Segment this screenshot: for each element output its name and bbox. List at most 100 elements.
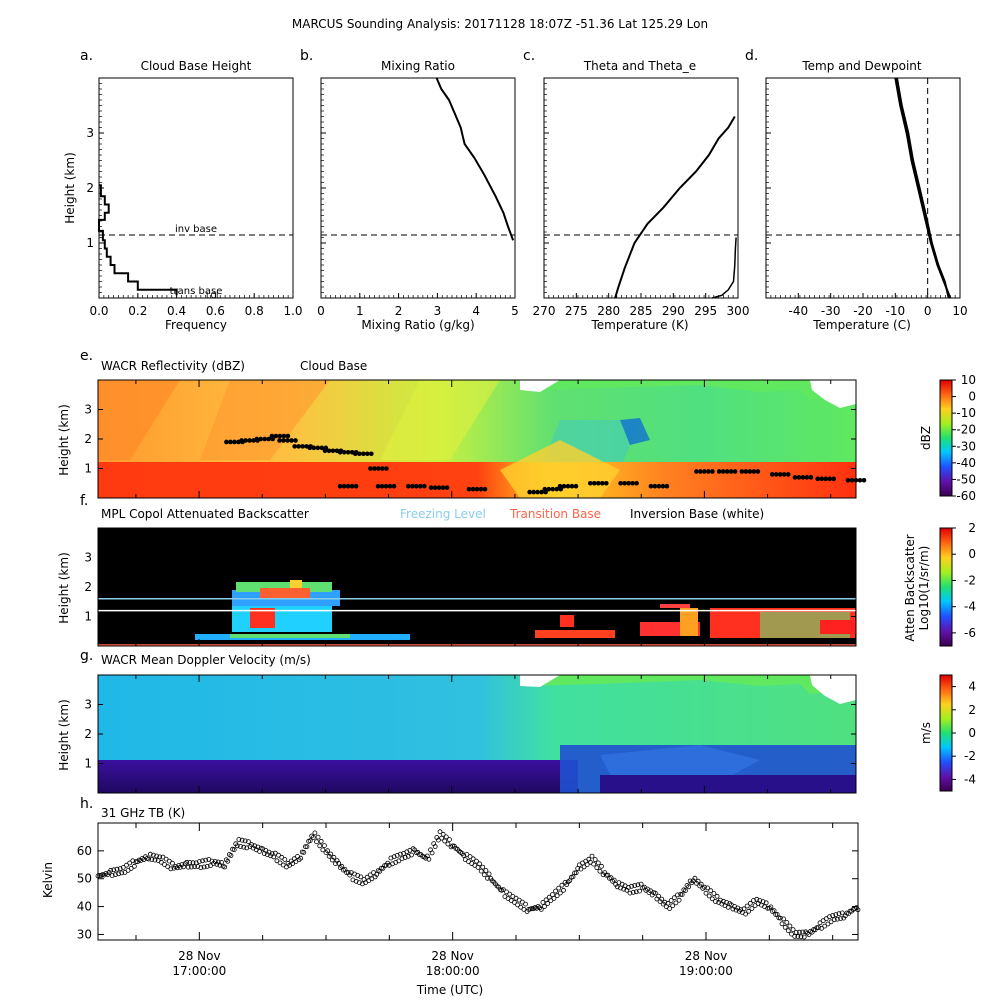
cloud-base-point	[432, 485, 438, 490]
panel-c-frame	[543, 77, 739, 299]
x-tick-label: 1.0	[283, 304, 302, 318]
tb-point	[518, 904, 524, 910]
tb-point	[595, 860, 601, 866]
tb-point	[828, 919, 834, 925]
cloud-base-point	[353, 451, 358, 457]
tb-point	[550, 892, 555, 897]
tb-point	[238, 844, 243, 849]
cloud-base-point	[326, 448, 332, 454]
y-tick-label: 3	[86, 126, 94, 140]
panel-f-legend-freezing: Freezing Level	[400, 507, 486, 521]
cloud-base-point	[384, 466, 389, 471]
cloud-base-point	[337, 449, 343, 455]
cloud-base-point	[440, 485, 446, 490]
tb-point	[255, 844, 261, 850]
tb-point	[512, 900, 517, 905]
tb-point	[626, 885, 631, 890]
tb-point	[603, 872, 609, 878]
cloud-base-point	[849, 478, 855, 483]
panel-f: f. MPL Copol Attenuated Backscatter Free…	[57, 493, 976, 647]
cloud-base-point	[369, 451, 374, 457]
cloud-base-point	[728, 469, 734, 474]
y-tick-label: 3	[84, 698, 92, 712]
panel-e-title: WACR Reflectivity (dBZ)	[101, 359, 245, 373]
tb-point	[801, 934, 807, 940]
cloud-base-point	[300, 444, 305, 449]
tb-point	[147, 851, 153, 857]
tb-point	[325, 848, 331, 854]
tb-point	[124, 862, 129, 868]
tb-point	[599, 863, 604, 869]
panel-g-ticks: 1 2 3	[84, 675, 856, 793]
y-tick-label: 40	[77, 900, 92, 914]
cloud-base-point	[652, 483, 658, 489]
tb-point	[185, 864, 191, 870]
cloud-base-point	[656, 483, 662, 489]
panel-f-colorbar-label2: Log10(1/sr/m)	[917, 546, 931, 631]
tb-point	[307, 838, 313, 844]
cloud-base-point	[281, 433, 287, 439]
tb-point	[819, 925, 824, 931]
tb-point	[317, 843, 323, 849]
cloud-base-point	[861, 478, 867, 483]
tb-point	[551, 896, 557, 901]
tb-point	[627, 890, 633, 896]
tb-point	[831, 917, 837, 923]
x-tick-label: 0.2	[128, 304, 147, 318]
tb-point	[440, 831, 446, 837]
tb-point	[128, 866, 134, 871]
tb-point	[836, 911, 842, 917]
panel-d-letter: d.	[745, 48, 758, 64]
cloud-base-point	[720, 469, 726, 474]
x-tick-label: 2	[395, 304, 403, 318]
cloud-base-point	[755, 469, 761, 474]
panel-b-title: Mixing Ratio	[381, 59, 455, 73]
cloud-base-point	[414, 483, 419, 489]
cloud-base-point	[224, 439, 229, 445]
tb-point	[749, 906, 755, 911]
cloud-base-point	[254, 436, 260, 442]
panel-f-colorbar-ticks: 2 0 -2 -4 -6	[952, 521, 976, 640]
tb-point	[157, 854, 163, 860]
tb-point	[673, 900, 679, 906]
panel-a-xlabel: Frequency	[165, 318, 227, 332]
cloud-base-point	[751, 469, 757, 474]
panel-b: b. Mixing Ratio 0 1 2 3 4 5 Mixing Ratio (g/k…	[300, 48, 519, 332]
tb-point	[698, 881, 704, 887]
tb-point	[245, 839, 251, 844]
cloud-base-point	[365, 451, 370, 457]
panel-b-xlabel: Mixing Ratio (g/kg)	[361, 318, 474, 332]
cloud-base-point	[694, 469, 699, 474]
panel-d-frame	[765, 77, 961, 299]
colorbar-tick-label: 0	[968, 390, 976, 404]
tb-point	[328, 851, 334, 857]
tb-point	[276, 852, 281, 858]
cloud-base-point	[296, 444, 301, 449]
cloud-base-point	[330, 448, 336, 454]
tb-point	[331, 854, 337, 860]
cloud-base-point	[785, 472, 791, 477]
panel-b-ticks: 0 1 2 3 4 5	[317, 77, 519, 318]
panel-d-ticks: -40 -30 -20 -10 0 10	[765, 77, 968, 318]
tb-point	[485, 875, 490, 881]
panel-e: e. WACR Reflectivity (dBZ) Cloud Base 1 2…	[57, 348, 976, 503]
panel-a-histogram	[98, 184, 178, 296]
tb-point	[470, 856, 476, 862]
tb-point	[570, 874, 576, 880]
cloud-base-point	[546, 486, 552, 492]
colorbar-tick-label: -20	[956, 423, 976, 437]
tb-point	[439, 835, 445, 841]
panel-c-letter: c.	[523, 48, 535, 64]
tb-point	[679, 892, 685, 897]
cloud-base-point	[349, 483, 355, 489]
x-tick-label: -20	[853, 304, 873, 318]
tb-point	[378, 865, 384, 871]
panel-g-colorbar	[939, 674, 953, 792]
tb-point	[855, 907, 861, 913]
colorbar-tick-label: 2	[968, 521, 976, 535]
tb-point	[146, 856, 152, 862]
cloud-base-point	[380, 466, 385, 471]
tb-point	[158, 859, 164, 865]
cloud-base-point	[800, 475, 806, 480]
tb-point	[409, 852, 414, 858]
